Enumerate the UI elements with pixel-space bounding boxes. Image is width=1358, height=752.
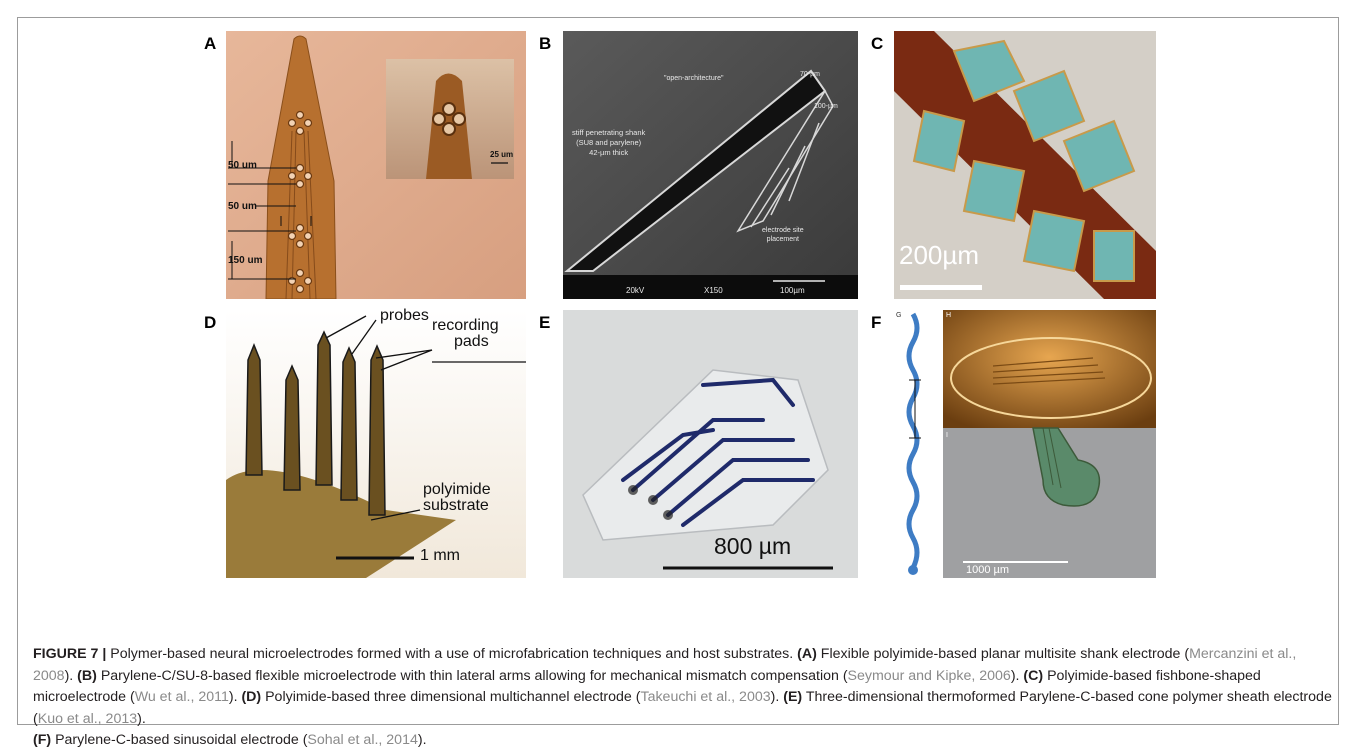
panel-b-site-line-2: placement (766, 236, 799, 243)
caption-cite-c[interactable]: Wu et al., 2011 (134, 689, 229, 706)
panel-a-dim-label-3: 150 um (228, 255, 263, 266)
panel-label-f: F (871, 313, 882, 332)
caption-cite-b[interactable]: Seymour and Kipke, 2006 (847, 667, 1011, 684)
panel-d-image (226, 310, 526, 578)
caption-end-d: ). (770, 689, 784, 706)
caption-end-f: ). (417, 732, 427, 749)
panel-a-dim-label-1: 50 um (228, 160, 257, 171)
panel-b-site-line-1: electrode site (762, 227, 804, 234)
panel-a-scale-label: 25 um (490, 150, 514, 159)
panel-e-image (563, 310, 858, 578)
panel-d-recording-line-2: pads (454, 333, 489, 350)
caption-cite-a[interactable]: Mercanzini et al., 2008 (33, 646, 1297, 684)
panel-b-annotation-100um: 100-µm (814, 103, 838, 110)
panel-b-shank-line-3: 42-µm thick (589, 148, 629, 157)
panel-f-sub-label-h: H (946, 312, 952, 319)
panel-a-image (226, 31, 526, 299)
figure-frame (17, 17, 1339, 725)
panel-b-shank-line-2: (SU8 and parylene) (576, 138, 642, 147)
caption-end-c: ). (228, 689, 242, 706)
panel-f-image (893, 310, 1156, 578)
panel-f-sub-label-g: G (896, 312, 902, 319)
panel-label-a: A (204, 34, 217, 53)
panel-f-scale-label: 1000 µm (966, 564, 1010, 576)
caption-end-b: ). (1010, 667, 1024, 684)
caption-text-c: Polyimide-based fishbone-shaped microele… (33, 667, 1261, 706)
caption-cite-d[interactable]: Takeuchi et al., 2003 (640, 689, 771, 706)
caption-label-a: (A) (797, 646, 817, 662)
panel-d-label-polyimide: polyimide substrate (423, 482, 491, 514)
panel-b-annotation-electrode-site: electrode site placement (762, 226, 804, 244)
panel-b-annotation-open-arch: "open-architecture" (664, 75, 724, 82)
caption-text-a: Flexible polyimide-based planar multisit… (816, 646, 1190, 662)
panel-label-e: E (539, 313, 551, 332)
panel-b-annotation-70um: 70-µm (800, 71, 820, 78)
caption-text-f: Parylene-C-based sinusoidal electrode ( (51, 732, 308, 749)
caption-text-b: Parylene-C/SU-8-based flexible microelec… (96, 667, 848, 684)
panel-b-footer-scale: 100µm (780, 286, 805, 295)
caption-label-c: (C) (1023, 667, 1044, 684)
panel-b-footer-kv: 20kV (626, 286, 645, 295)
panel-b-shank-line-1: stiff penetrating shank (572, 128, 646, 137)
caption-cite-e[interactable]: Kuo et al., 2013 (37, 710, 138, 727)
panel-label-d: D (204, 313, 217, 332)
panel-d-recording-line-1: recording (432, 317, 499, 334)
panel-d-polyimide-line-2: substrate (423, 497, 489, 514)
panel-f-sub-label-i: I (946, 432, 948, 439)
figure-caption: FIGURE 7 | Polymer-based neural microele… (33, 644, 1333, 752)
panel-c-image (894, 31, 1156, 299)
caption-label-b: (B) (77, 667, 97, 684)
panel-a-dim-label-2: 50 um (228, 201, 257, 212)
panel-label-c: C (871, 34, 884, 53)
caption-label-d: (D) (241, 689, 262, 706)
caption-figure-label: FIGURE 7 | (33, 646, 107, 662)
panel-d-scale-label: 1 mm (420, 547, 460, 564)
panel-b-image (563, 31, 858, 299)
caption-label-f: (F) (33, 732, 52, 749)
caption-intro: Polymer-based neural microelectrodes for… (106, 646, 798, 662)
caption-text-d: Polyimide-based three dimensional multic… (261, 689, 641, 706)
panel-d-label-probes: probes (380, 307, 429, 324)
caption-text-e: Three-dimensional thermoformed Parylene-… (33, 689, 1332, 727)
panel-d-polyimide-line-1: polyimide (423, 481, 491, 498)
panel-c-scale-label: 200µm (899, 240, 980, 270)
panel-d-label-recording-pads: recording pads (432, 318, 499, 350)
panel-e-scale-label: 800 µm (714, 533, 792, 559)
panel-b-annotation-shank: stiff penetrating shank (SU8 and parylen… (572, 128, 645, 158)
caption-cite-f[interactable]: Sohal et al., 2014 (307, 732, 418, 749)
caption-end-e: ). (137, 710, 146, 727)
panel-label-b: B (539, 34, 552, 53)
caption-label-e: (E) (783, 689, 803, 706)
panel-b-footer-mag: X150 (704, 286, 723, 295)
caption-end-a: ). (64, 667, 78, 684)
